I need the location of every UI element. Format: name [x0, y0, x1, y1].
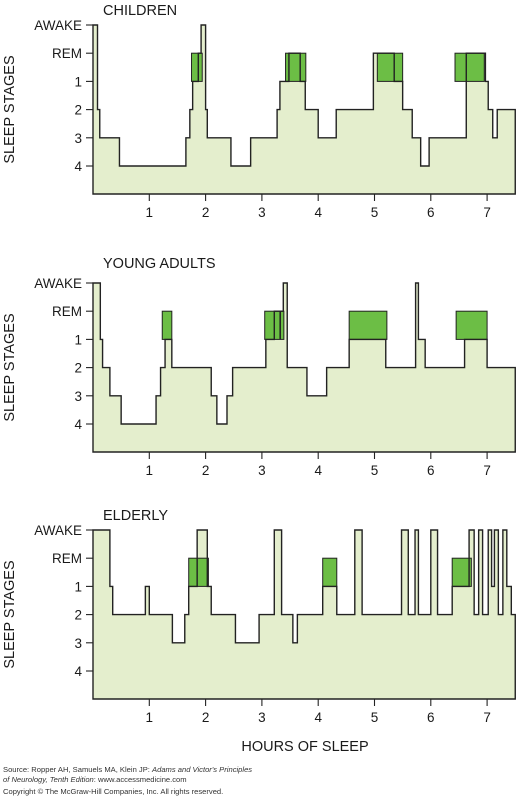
hour-tick-label: 5: [371, 463, 379, 478]
hour-tick-label: 2: [202, 463, 210, 478]
rem-bar: [322, 557, 338, 587]
rem-bar: [279, 310, 285, 340]
rem-bar: [161, 310, 173, 340]
hour-tick-label: 2: [202, 710, 210, 725]
stage-tick-label: 1: [74, 74, 82, 89]
source-authors: Ropper AH, Samuels MA, Klein JP:: [31, 765, 150, 774]
source-line-2: of Neurology, Tenth Edition: www.accessm…: [3, 775, 187, 785]
stage-tick-label: 4: [74, 417, 82, 432]
y-axis-label: SLEEP STAGES: [2, 55, 18, 163]
source-line-1: Source: Ropper AH, Samuels MA, Klein JP:…: [3, 765, 252, 775]
rem-bar: [264, 310, 281, 340]
source-label: Source:: [3, 765, 30, 774]
y-axis-label: SLEEP STAGES: [2, 560, 18, 668]
rem-bar: [191, 52, 203, 82]
stage-tick-label: 3: [74, 389, 82, 404]
hour-tick-label: 1: [146, 463, 154, 478]
source-book-title: Adams and Victor's Principles: [152, 765, 253, 774]
hour-tick-label: 2: [202, 205, 210, 220]
stage-tick-label: 1: [74, 332, 82, 347]
stage-tick-label: REM: [52, 304, 82, 319]
rem-bar: [454, 52, 485, 82]
panel-title: CHILDREN: [103, 3, 177, 19]
y-axis-label: SLEEP STAGES: [2, 313, 18, 421]
stage-tick-label: 2: [74, 361, 82, 376]
stage-tick-label: AWAKE: [34, 276, 82, 291]
hour-tick-label: 4: [314, 205, 322, 220]
panel-3: ELDERLY SLEEP STAGES AWAKE REM 1 2 3 4 1 2 3 4 5 6 7: [2, 508, 516, 725]
stage-tick-label: 4: [74, 664, 82, 679]
hypnogram-line: [92, 529, 516, 700]
panel-title: YOUNG ADULTS: [103, 256, 216, 272]
rem-bar: [376, 52, 404, 82]
hour-tick-label: 7: [483, 205, 491, 220]
stage-tick-label: 3: [74, 131, 82, 146]
source-book-title-2: of Neurology, Tenth Edition: [3, 775, 94, 784]
hour-tick-label: 4: [314, 463, 322, 478]
x-axis-label: HOURS OF SLEEP: [241, 739, 368, 755]
rem-bar: [188, 557, 209, 587]
stage-tick-label: AWAKE: [34, 523, 82, 538]
rem-bar: [455, 310, 488, 340]
hour-tick-label: 7: [483, 463, 491, 478]
stage-tick-label: 4: [74, 159, 82, 174]
hour-tick-label: 1: [146, 205, 154, 220]
hour-tick-label: 6: [427, 710, 435, 725]
hour-tick-label: 6: [427, 205, 435, 220]
stage-tick-label: 1: [74, 579, 82, 594]
hour-tick-label: 5: [371, 710, 379, 725]
hypnogram-fill: [93, 25, 516, 194]
stage-tick-label: AWAKE: [34, 18, 82, 33]
stage-tick-label: 2: [74, 103, 82, 118]
hypnogram-line: [92, 282, 516, 453]
hour-tick-label: 3: [258, 710, 266, 725]
copyright-line: Copyright © The McGraw-Hill Companies, I…: [3, 787, 224, 796]
hour-tick-label: 5: [371, 205, 379, 220]
hour-tick-label: 3: [258, 205, 266, 220]
hour-tick-label: 6: [427, 463, 435, 478]
panel-1: CHILDREN SLEEP STAGES AWAKE REM 1 2 3 4 1 2 3 4 5 6 7: [2, 3, 516, 220]
hypnogram-fill: [93, 283, 516, 452]
rem-bar: [348, 310, 388, 340]
hour-tick-label: 1: [146, 710, 154, 725]
hypnogram-line: [92, 24, 516, 195]
hour-tick-label: 3: [258, 463, 266, 478]
hour-tick-label: 7: [483, 710, 491, 725]
panel-2: YOUNG ADULTS SLEEP STAGES AWAKE REM 1 2 3 4 1 2 3 4…: [2, 256, 516, 478]
stage-tick-label: REM: [52, 46, 82, 61]
panel-title: ELDERLY: [103, 508, 168, 524]
stage-tick-label: 2: [74, 608, 82, 623]
stage-tick-label: REM: [52, 551, 82, 566]
stage-tick-label: 3: [74, 636, 82, 651]
hour-tick-label: 4: [314, 710, 322, 725]
source-site: : www.accessmedicine.com: [93, 775, 187, 784]
